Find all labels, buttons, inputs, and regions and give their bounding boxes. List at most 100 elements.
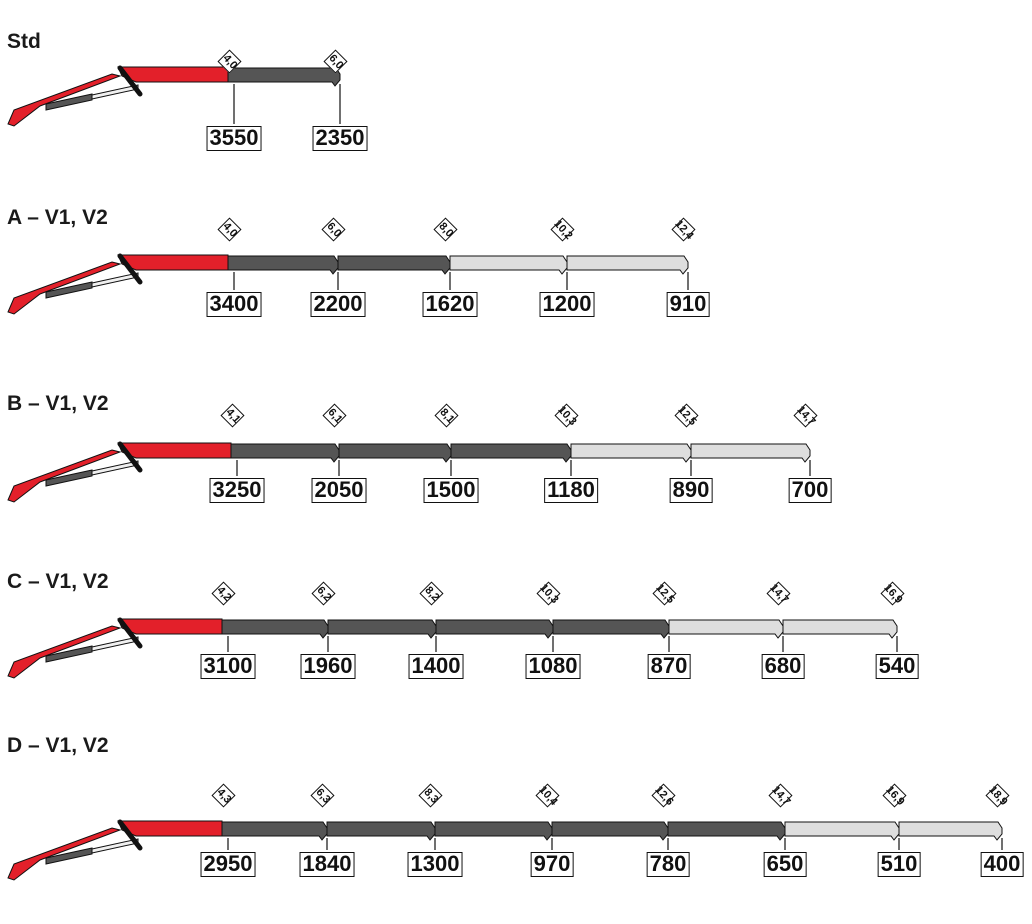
inner-boom bbox=[7, 625, 122, 679]
inner-boom bbox=[7, 449, 122, 503]
reach-value: 16,9 bbox=[883, 784, 907, 808]
reach-tag: 6,2 bbox=[311, 581, 337, 606]
knuckle-link bbox=[117, 253, 143, 285]
load-value: 650 bbox=[763, 852, 807, 877]
extension-section bbox=[337, 255, 451, 275]
reach-tag: 6,3 bbox=[310, 783, 336, 808]
reach-value: 16,9 bbox=[881, 582, 905, 606]
reach-tag: 6,0 bbox=[323, 49, 349, 74]
extension-section bbox=[551, 821, 669, 841]
reach-tag: 8,1 bbox=[434, 403, 460, 428]
boom-drawing bbox=[7, 617, 898, 679]
load-value: 1400 bbox=[408, 654, 464, 679]
config-label: A – V1, V2 bbox=[7, 206, 108, 229]
lift-cylinder bbox=[45, 93, 93, 111]
reach-tag: 12,6 bbox=[651, 783, 677, 808]
outer-boom bbox=[117, 66, 229, 83]
reach-tag: 6,1 bbox=[322, 403, 348, 428]
cylinder-rod bbox=[91, 272, 139, 288]
load-value: 3400 bbox=[206, 292, 262, 317]
extension-section bbox=[327, 619, 437, 639]
boom-config-4: D – V1, V2 2950 4,3 1840 6,3 1300 8,3 970 10,4 78… bbox=[0, 734, 1032, 924]
reach-tag: 10,4 bbox=[535, 783, 561, 808]
load-value: 1840 bbox=[299, 852, 355, 877]
inner-boom bbox=[7, 73, 122, 127]
load-value: 700 bbox=[788, 478, 832, 503]
load-value: 2350 bbox=[312, 126, 368, 151]
inner-boom bbox=[7, 827, 122, 881]
reach-tag: 12,4 bbox=[671, 217, 697, 242]
extension-section bbox=[784, 821, 900, 841]
load-value: 540 bbox=[875, 654, 919, 679]
load-value: 910 bbox=[666, 292, 710, 317]
boom-drawing bbox=[7, 65, 341, 127]
reach-value: 12,4 bbox=[672, 218, 696, 242]
knuckle-link bbox=[117, 617, 143, 649]
reach-value: 14,7 bbox=[767, 582, 791, 606]
load-value: 3250 bbox=[209, 478, 265, 503]
inner-boom bbox=[7, 261, 122, 315]
lift-cylinder bbox=[45, 847, 93, 865]
lift-cylinder bbox=[45, 281, 93, 299]
boom-config-1: A – V1, V2 3400 4,0 2200 6,0 1620 8,0 1200 10,2 9… bbox=[0, 206, 1032, 396]
outer-boom bbox=[117, 442, 232, 459]
extension-section bbox=[338, 443, 452, 463]
reach-value: 12,6 bbox=[652, 784, 676, 808]
reach-value: 10,3 bbox=[537, 582, 561, 606]
reach-value: 12,5 bbox=[653, 582, 677, 606]
lift-cylinder bbox=[45, 645, 93, 663]
load-value: 1200 bbox=[539, 292, 595, 317]
extension-section bbox=[221, 619, 329, 639]
load-value: 1300 bbox=[407, 852, 463, 877]
cylinder-rod bbox=[91, 838, 139, 854]
boom-config-3: C – V1, V2 3100 4,2 1960 6,2 1400 8,2 1080 10,3 8… bbox=[0, 570, 1032, 760]
load-value: 2050 bbox=[311, 478, 367, 503]
reach-tag: 16,9 bbox=[880, 581, 906, 606]
load-value: 400 bbox=[980, 852, 1024, 877]
cylinder-rod bbox=[91, 84, 139, 100]
load-value: 2200 bbox=[310, 292, 366, 317]
load-value: 780 bbox=[646, 852, 690, 877]
reach-tag: 4,1 bbox=[220, 403, 246, 428]
extension-section bbox=[221, 821, 328, 841]
reach-tag: 16,9 bbox=[882, 783, 908, 808]
reach-tag: 18,9 bbox=[985, 783, 1011, 808]
reach-tag: 14,7 bbox=[768, 783, 794, 808]
extension-section bbox=[782, 619, 898, 639]
extension-section bbox=[227, 255, 339, 275]
boom-drawing bbox=[7, 253, 689, 315]
extension-section bbox=[552, 619, 670, 639]
outer-boom bbox=[117, 820, 223, 837]
reach-tag: 10,3 bbox=[554, 403, 580, 428]
cylinder-rod bbox=[91, 636, 139, 652]
knuckle-link bbox=[117, 65, 143, 97]
reach-value: 14,7 bbox=[769, 784, 793, 808]
config-label: D – V1, V2 bbox=[7, 734, 109, 757]
extension-section bbox=[449, 255, 568, 275]
extension-section bbox=[230, 443, 340, 463]
reach-tag: 6,0 bbox=[321, 217, 347, 242]
reach-tag: 12,5 bbox=[652, 581, 678, 606]
extension-section bbox=[668, 619, 784, 639]
load-value: 890 bbox=[669, 478, 713, 503]
reach-tag: 12,5 bbox=[674, 403, 700, 428]
outer-boom bbox=[117, 254, 229, 271]
extension-section bbox=[435, 619, 554, 639]
load-value: 1500 bbox=[423, 478, 479, 503]
reach-tag: 4,0 bbox=[217, 49, 243, 74]
reach-value: 10,3 bbox=[555, 404, 579, 428]
reach-value: 18,9 bbox=[986, 784, 1010, 808]
extension-section bbox=[570, 443, 692, 463]
knuckle-link bbox=[117, 441, 143, 473]
load-value: 2950 bbox=[200, 852, 256, 877]
knuckle-link bbox=[117, 819, 143, 851]
extension-section bbox=[898, 821, 1003, 841]
reach-tag: 14,7 bbox=[766, 581, 792, 606]
reach-tag: 14,7 bbox=[793, 403, 819, 428]
load-value: 1080 bbox=[525, 654, 581, 679]
reach-value: 14,7 bbox=[794, 404, 818, 428]
load-value: 970 bbox=[530, 852, 574, 877]
reach-tag: 10,2 bbox=[550, 217, 576, 242]
load-value: 3550 bbox=[206, 126, 262, 151]
load-value: 510 bbox=[877, 852, 921, 877]
